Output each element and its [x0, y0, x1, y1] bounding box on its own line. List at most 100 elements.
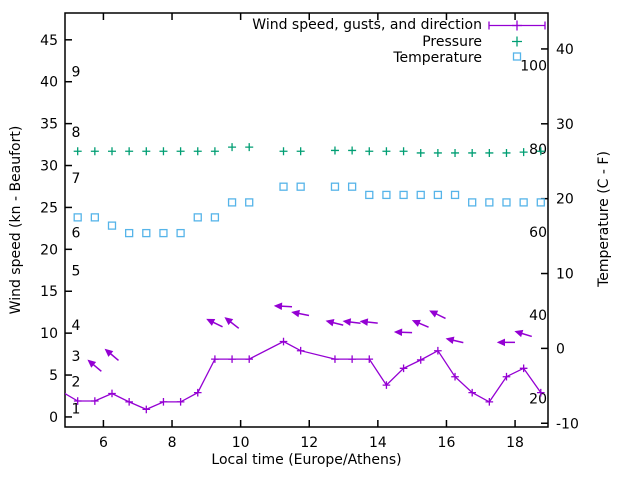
wind-speed-point [159, 398, 168, 406]
legend-label: Pressure [422, 34, 482, 50]
temperature-point [365, 190, 374, 200]
temperature-series [73, 182, 545, 238]
wind-speed-point [348, 355, 356, 363]
temperature-point [296, 182, 305, 191]
wind-speed-point [399, 364, 408, 373]
y-right-tick-label: -10 [556, 416, 579, 432]
wind-speed-point [502, 372, 511, 381]
wind-speed-point [228, 355, 236, 363]
wind-arrow-head [273, 302, 283, 311]
wind-speed-point [176, 398, 185, 406]
y-right-tick-label: 30 [556, 117, 574, 133]
wind-arrow-shaft [434, 312, 446, 320]
pressure-point [193, 147, 202, 156]
wind-arrow-head [411, 319, 421, 327]
pressure-point [485, 148, 494, 157]
beaufort-label: 3 [72, 349, 81, 365]
wind-arrow-head [206, 318, 216, 326]
y-left-tick-label: 45 [40, 33, 58, 49]
wind-speed-point [245, 355, 254, 363]
y-right-tick-label: 0 [556, 341, 565, 357]
temperature-point [519, 198, 528, 207]
wind-arrow-head [514, 329, 524, 338]
wind-speed-point [485, 398, 494, 406]
beaufort-label: 7 [72, 171, 81, 187]
pressure-point [451, 148, 460, 157]
temperature-point [279, 182, 288, 191]
pressure-point [73, 147, 82, 156]
x-tick-label: 14 [369, 435, 387, 451]
y-left-tick-label: 0 [49, 410, 58, 426]
temperature-point [468, 198, 477, 207]
y-left-tick-label: 25 [40, 200, 58, 216]
y-right-tick-label: 10 [556, 267, 574, 283]
wind-arrow-shaft [451, 339, 464, 344]
wind-arrow-shaft [349, 321, 361, 325]
pressure-point [107, 147, 116, 156]
wind-speed-point [125, 398, 133, 406]
wind-arrow-head [429, 310, 439, 318]
wind-arrow-shaft [520, 332, 532, 338]
pressure-point [90, 147, 99, 156]
temperature-point [73, 213, 82, 222]
pressure-point [330, 146, 339, 155]
wind-arrow-shaft [366, 321, 378, 324]
wind-arrow-shaft [109, 352, 119, 361]
beaufort-scale-labels: 1 2 3 4 5 6 7 8 9 [72, 65, 81, 418]
pressure-point [279, 147, 288, 156]
y-right-tick-label: 40 [556, 42, 574, 58]
x-axis-title: Local time (Europe/Athens) [211, 452, 401, 468]
y-left-ticks [65, 39, 72, 418]
wind-speed-point [108, 389, 116, 398]
temperature-point [90, 213, 99, 222]
y-left-tick-label: 10 [40, 326, 58, 342]
x-axis-tick-labels: 6 8 10 12 14 16 18 [99, 435, 524, 451]
pressure-point [365, 147, 374, 156]
beaufort-label: 1 [72, 402, 81, 418]
wind-arrow-shaft [92, 363, 102, 372]
y-left-tick-label: 15 [40, 284, 58, 300]
beaufort-label: 8 [72, 125, 81, 141]
pressure-point [468, 148, 477, 157]
wind-speed-point [142, 405, 151, 414]
x-tick-label: 10 [232, 435, 250, 451]
wind-speed-point [296, 346, 305, 355]
temperature-point [107, 221, 117, 230]
beaufort-label: 6 [72, 226, 81, 242]
wind-arrow-shaft [331, 321, 344, 326]
legend-temperature-square [512, 52, 522, 61]
y-left-tick-label: 5 [49, 368, 58, 384]
temperature-point [210, 213, 220, 222]
legend-wind-plus [512, 20, 522, 31]
wind-speed-point [73, 397, 82, 405]
y-left-tick-label: 35 [40, 117, 58, 133]
beaufort-label: 5 [72, 263, 81, 279]
wind-speed-point [331, 355, 339, 363]
y-right-axis-title: Temperature (C - F) [596, 151, 612, 288]
y-left-tick-label: 30 [40, 159, 58, 175]
temperature-point [502, 198, 511, 207]
wind-arrow-shaft [417, 322, 429, 328]
legend-sample-pressure [512, 36, 522, 47]
legend-sample-temperature [512, 52, 522, 61]
pressure-point [210, 147, 219, 156]
fahrenheit-label: 100 [520, 59, 547, 75]
pressure-series [73, 143, 545, 157]
beaufort-label: 2 [72, 375, 81, 391]
wind-arrow-head [445, 336, 455, 345]
pressure-point [159, 147, 168, 156]
wind-arrow-head [393, 328, 403, 337]
temperature-point [124, 228, 134, 238]
temperature-point [330, 182, 340, 191]
wind-speed-point [536, 388, 545, 397]
temperature-point [416, 190, 425, 200]
y-right-tick-labels: -10 0 10 20 30 40 [556, 42, 579, 432]
x-tick-label: 8 [168, 435, 177, 451]
wind-arrow-head [87, 359, 97, 368]
pressure-point [382, 147, 391, 156]
pressure-point [433, 148, 442, 157]
x-tick-label: 6 [99, 435, 108, 451]
temperature-point [227, 198, 237, 207]
